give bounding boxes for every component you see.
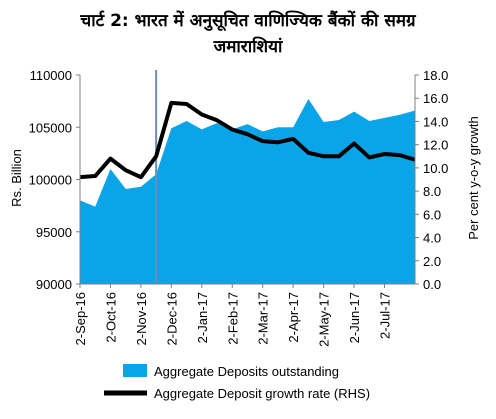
x-tick-label-5: 2-Feb-17 bbox=[225, 292, 240, 345]
x-tick-label-8: 2-May-17 bbox=[317, 292, 332, 347]
left-axis-title: Rs. Billion bbox=[9, 149, 24, 207]
right-tick-label-1: 2.0 bbox=[423, 254, 441, 269]
right-tick-label-0: 0.0 bbox=[423, 277, 441, 292]
deposits-area bbox=[80, 99, 415, 284]
x-tick-label-7: 2-Apr-17 bbox=[286, 292, 301, 343]
right-tick-label-5: 10.0 bbox=[423, 161, 448, 176]
chart-title-line-2: जमाराशियां bbox=[213, 36, 283, 57]
right-axis-title: Per cent y-o-y growth bbox=[466, 116, 481, 240]
right-tick-label-4: 8.0 bbox=[423, 184, 441, 199]
x-tick-label-0: 2-Sep-16 bbox=[73, 292, 88, 345]
left-tick-label-1: 95000 bbox=[36, 225, 72, 240]
x-tick-label-1: 2-Oct-16 bbox=[103, 292, 118, 343]
left-tick-label-3: 105000 bbox=[29, 120, 72, 135]
x-tick-label-6: 2-Mar-17 bbox=[256, 292, 271, 345]
right-tick-label-3: 6.0 bbox=[423, 207, 441, 222]
x-tick-label-4: 2-Jan-17 bbox=[195, 292, 210, 343]
left-tick-label-0: 90000 bbox=[36, 277, 72, 292]
legend-label-deposits-outstanding: Aggregate Deposits outstanding bbox=[154, 364, 339, 379]
right-tick-label-2: 4.0 bbox=[423, 231, 441, 246]
x-tick-label-9: 2-Jun-17 bbox=[347, 292, 362, 343]
left-tick-label-2: 100000 bbox=[29, 173, 72, 188]
legend-label-growth-rate: Aggregate Deposit growth rate (RHS) bbox=[154, 386, 370, 401]
growth-rate-line bbox=[79, 100, 416, 180]
right-tick-label-9: 18.0 bbox=[423, 68, 448, 83]
right-tick-label-7: 14.0 bbox=[423, 114, 448, 129]
x-tick-label-10: 2-Jul-17 bbox=[378, 292, 393, 339]
right-tick-label-8: 16.0 bbox=[423, 91, 448, 106]
right-tick-label-6: 12.0 bbox=[423, 138, 448, 153]
legend-swatch-deposits-outstanding bbox=[123, 364, 147, 377]
x-tick-label-2: 2-Nov-16 bbox=[134, 292, 149, 345]
x-tick-label-3: 2-Dec-16 bbox=[164, 292, 179, 345]
chart-title-line-1: चार्ट 2: भारत में अनुसूचित वाणिज्यिक बैं… bbox=[79, 10, 417, 32]
left-tick-label-4: 110000 bbox=[30, 68, 72, 83]
